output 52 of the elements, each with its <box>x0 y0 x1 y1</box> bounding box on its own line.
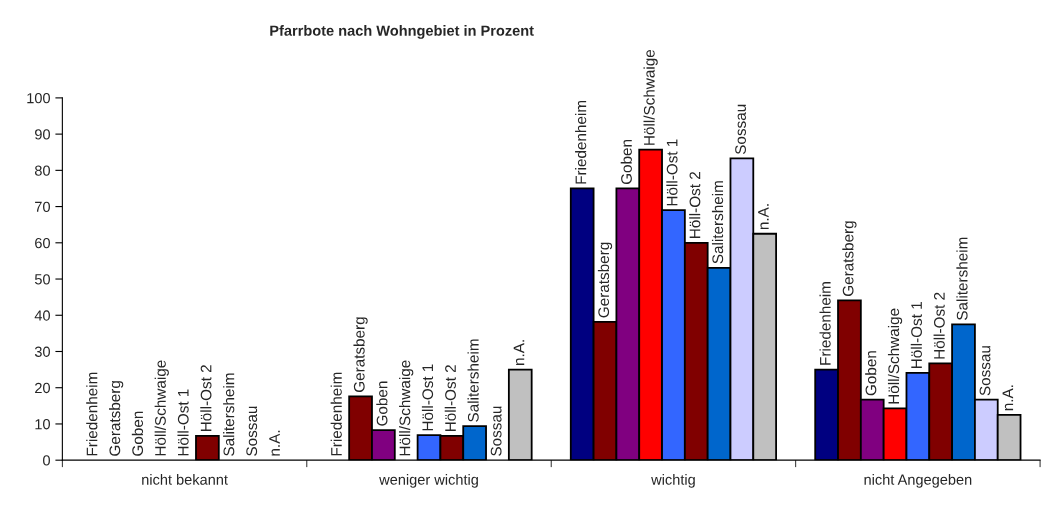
y-tick-label: 0 <box>43 455 50 466</box>
text: Salitersheim <box>467 339 479 422</box>
y-tick-label: 50 <box>34 274 50 285</box>
text: Friedenheim <box>575 100 587 184</box>
text: Höll/Schwaige <box>643 49 658 145</box>
text: Geratsberg <box>353 317 368 393</box>
y-tick-label: 30 <box>34 346 50 357</box>
text: Höll-Ost 2 <box>444 365 456 432</box>
text: Goben <box>131 411 144 456</box>
text: Höll-Ost 1 <box>910 302 922 368</box>
text: Höll/Schwaige <box>887 308 903 404</box>
y-tick-label: 40 <box>34 310 50 321</box>
text: Friedenheim <box>819 282 831 365</box>
text: Friedenheim <box>330 372 342 456</box>
text: Salitersheim <box>956 237 968 320</box>
text: Geratsberg <box>597 242 613 318</box>
text: Höll/Schwaige <box>399 360 414 456</box>
y-tick-label: 60 <box>35 237 50 249</box>
text: Goben <box>865 351 877 396</box>
text: n.A. <box>1002 385 1014 411</box>
y-tick-label: 10 <box>35 419 50 430</box>
text: n.A. <box>269 430 280 456</box>
x-tick-label: nicht Angegeben <box>864 474 972 488</box>
text: Salitersheim <box>223 373 235 456</box>
text: n.A. <box>758 204 769 230</box>
chart-title: Pfarrbote nach Wohngebiet in Prozent <box>270 25 534 39</box>
y-tick-label: 100 <box>27 92 50 104</box>
y-tick-label: 20 <box>35 382 50 394</box>
x-tick-label: wichtig <box>651 474 695 488</box>
y-tick-label: 90 <box>35 129 50 140</box>
text: Sossau <box>735 104 746 155</box>
text: Höll/Schwaige <box>154 360 169 456</box>
text: n.A. <box>513 340 525 365</box>
text: Salitersheim <box>711 181 724 264</box>
text: Geratsberg <box>109 381 124 456</box>
text: Geratsberg <box>842 221 857 297</box>
text: Höll-Ost 1 <box>177 389 189 456</box>
text: Goben <box>620 139 632 185</box>
x-tick-label: nicht bekannt <box>142 474 228 485</box>
text: Höll-Ost 2 <box>689 172 701 238</box>
text: Höll-Ost 1 <box>666 139 678 206</box>
text: Höll-Ost 2 <box>933 292 945 359</box>
y-tick-label: 70 <box>35 201 50 212</box>
text: Goben <box>376 381 388 426</box>
text: Höll-Ost 1 <box>421 364 434 431</box>
text: Friedenheim <box>86 372 98 456</box>
x-tick-label: weniger wichtig <box>379 474 478 488</box>
text: Höll-Ost 2 <box>200 365 212 432</box>
text: Sossau <box>246 406 258 456</box>
text: Sossau <box>979 346 991 396</box>
text: Sossau <box>490 406 502 456</box>
y-tick-label: 80 <box>34 165 50 176</box>
